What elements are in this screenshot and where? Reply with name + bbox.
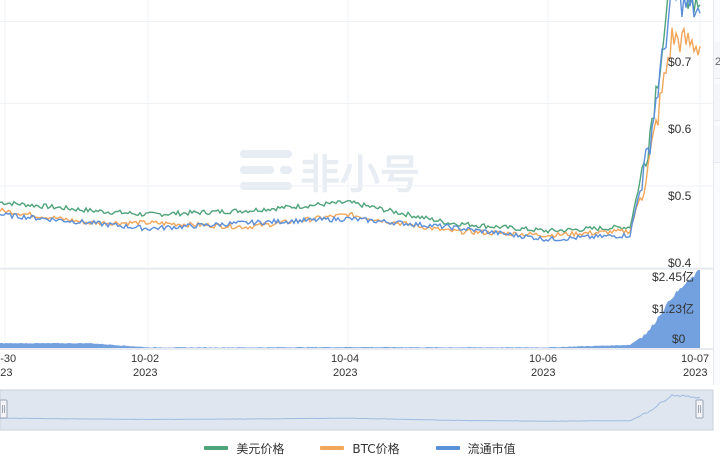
date-tick-year: 2023: [133, 367, 157, 379]
date-tick-day: 10-02: [131, 353, 159, 365]
side-panel-label: 2: [715, 56, 720, 68]
price-lines: [0, 0, 701, 242]
date-tick-year: 2023: [531, 367, 555, 379]
legend-item-market-cap[interactable]: 流通市值: [435, 440, 516, 457]
navigator-line: [0, 393, 701, 422]
date-tick-day: 10-06: [529, 353, 557, 365]
date-tick-year: 2023: [333, 367, 357, 379]
price-tick: $0.4: [668, 256, 692, 270]
legend-swatch: [435, 446, 460, 450]
legend-label: BTC价格: [352, 441, 400, 456]
legend-item-usd-price[interactable]: 美元价格: [204, 440, 284, 457]
volume-tick: $2.45亿: [652, 269, 694, 284]
series-line-流通市值: [0, 0, 701, 242]
side-panel-button[interactable]: [714, 84, 720, 121]
side-panel: 2: [713, 0, 720, 385]
volume-area: [0, 270, 700, 348]
date-tick-day: 10-07: [681, 353, 709, 365]
series-line-美元价格: [0, 0, 701, 234]
navigator-window[interactable]: [0, 389, 714, 431]
legend-item-btc-price[interactable]: BTC价格: [320, 440, 400, 457]
volume-bars: [0, 270, 700, 348]
date-tick-year: 2023: [683, 367, 707, 379]
date-tick-day: 10-04: [331, 353, 359, 365]
price-tick: $0.7: [668, 55, 692, 69]
date-tick-year: 2023: [0, 367, 12, 379]
watermark: 非小号: [240, 150, 420, 198]
volume-tick: $1.23亿: [652, 301, 694, 316]
legend-label: 流通市值: [467, 441, 516, 456]
side-panel-button[interactable]: [714, 126, 720, 163]
date-tick-day: 09-30: [0, 353, 16, 365]
price-tick: $0.5: [668, 189, 692, 203]
price-tick: $0.6: [668, 122, 692, 136]
navigator-left-handle[interactable]: [0, 399, 8, 419]
legend: 美元价格 BTC价格 流通市值: [0, 440, 720, 456]
date-tick: 10-04 2023: [331, 353, 359, 379]
date-tick: 10-02 2023: [131, 353, 159, 379]
date-tick: 10-07 2023: [681, 353, 709, 379]
side-panel-button[interactable]: [714, 42, 720, 79]
legend-swatch: [204, 446, 229, 450]
date-tick: 10-06 2023: [529, 353, 557, 379]
watermark-text: 非小号: [300, 152, 420, 198]
legend-label: 美元价格: [236, 441, 285, 456]
volume-tick: $0: [672, 332, 686, 346]
navigator-right-handle[interactable]: [695, 399, 704, 419]
date-tick: 09-30 2023: [0, 353, 16, 379]
range-navigator[interactable]: [0, 389, 714, 431]
price-grid: [0, 0, 713, 349]
series-line-BTC价格: [0, 26, 701, 239]
legend-swatch: [320, 446, 345, 450]
watermark-logo-icon: [240, 150, 292, 190]
